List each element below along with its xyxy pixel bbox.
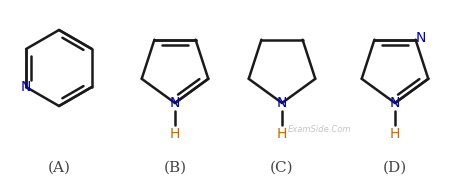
Text: N: N: [21, 80, 31, 94]
Text: (A): (A): [48, 161, 70, 175]
Text: H: H: [170, 127, 180, 141]
Text: ExamSide.Com: ExamSide.Com: [288, 125, 352, 135]
Text: N: N: [390, 96, 400, 110]
Text: H: H: [277, 127, 287, 141]
Text: N: N: [170, 96, 180, 110]
Text: H: H: [390, 127, 400, 141]
Text: N: N: [415, 31, 426, 45]
Text: N: N: [277, 96, 287, 110]
Text: (D): (D): [383, 161, 407, 175]
Text: (B): (B): [163, 161, 186, 175]
Text: (C): (C): [270, 161, 294, 175]
